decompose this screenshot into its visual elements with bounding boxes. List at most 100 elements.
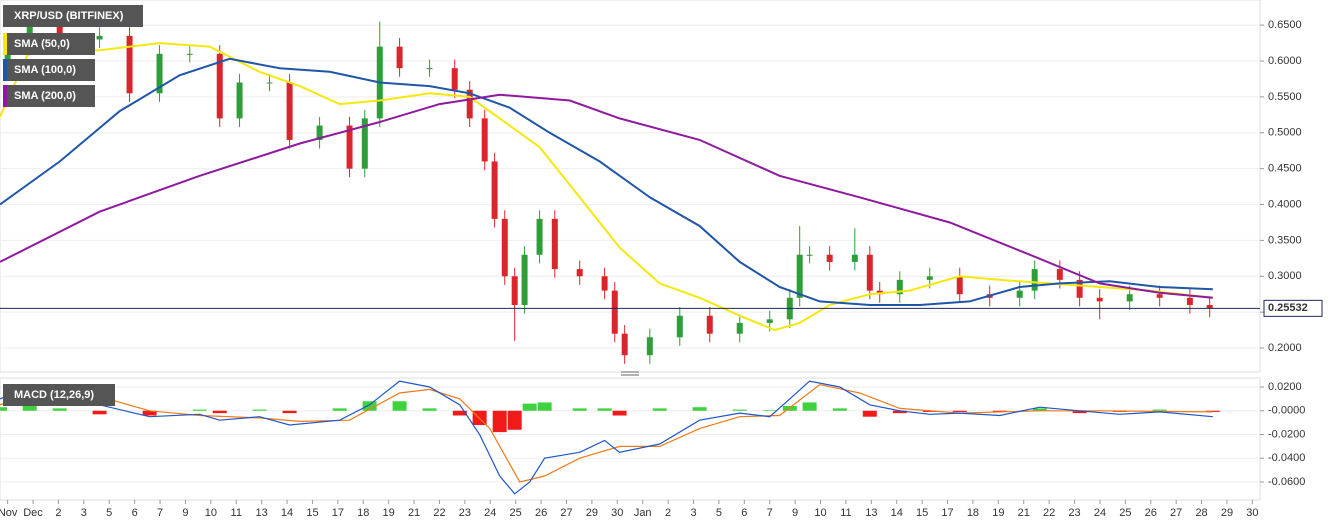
legend-box (3, 59, 95, 81)
y-tick-label: 0.5000 (1268, 127, 1302, 139)
candle-body (646, 337, 653, 356)
x-tick-label: Dec (23, 507, 43, 519)
resize-handle[interactable] (621, 371, 639, 376)
candle-body (126, 35, 133, 94)
x-tick-label: 23 (1068, 507, 1080, 519)
candle-body (186, 53, 193, 55)
candle-body (1156, 294, 1163, 298)
y-tick-label: -0.0400 (1268, 452, 1305, 464)
legend-swatch (3, 59, 7, 81)
candle-body (346, 125, 353, 169)
histogram-bar (692, 407, 707, 411)
x-tick-label: 17 (332, 507, 344, 519)
candle-body (266, 82, 273, 84)
y-tick-label: -0.0000 (1268, 405, 1305, 417)
candle-body (806, 254, 813, 256)
x-tick-label: 10 (814, 507, 826, 519)
plot-layer: 0.20000.25000.30000.35000.40000.45000.50… (0, 16, 1323, 519)
x-tick-label: 24 (1094, 507, 1106, 519)
x-tick-label: 30 (1246, 507, 1258, 519)
x-tick-label: 6 (741, 507, 747, 519)
candle-body (956, 276, 963, 295)
x-tick-label: 13 (256, 507, 268, 519)
y-tick-label: -0.0200 (1268, 428, 1305, 440)
x-tick-label: 15 (306, 507, 318, 519)
x-tick-label: 21 (408, 507, 420, 519)
x-tick-label: 14 (281, 507, 293, 519)
x-tick-label: Nov (0, 507, 18, 519)
last-price-box (1263, 299, 1323, 317)
candle-body (286, 82, 293, 140)
legend: XRP/USD (BITFINEX) SMA (50,0) SMA (100,0) S… (3, 5, 143, 406)
histogram-bar (802, 402, 817, 411)
legend-label: SMA (50,0) (14, 38, 70, 50)
candle-body (216, 53, 223, 119)
candle-body (601, 276, 608, 291)
last-price-label: 0.25532 (1268, 302, 1308, 314)
candle-body (361, 118, 368, 169)
x-tick-label: 30 (611, 507, 623, 519)
candle-body (766, 319, 773, 323)
x-tick-label: 18 (357, 507, 369, 519)
legend-box (3, 33, 95, 55)
candle-body (536, 218, 543, 255)
sma-line (0, 93, 1213, 299)
candle-body (621, 333, 628, 356)
y-tick-label: 0.0200 (1268, 381, 1302, 393)
x-tick-label: 25 (1119, 507, 1131, 519)
x-tick-label: 28 (1195, 507, 1207, 519)
histogram-bar (362, 401, 377, 411)
x-tick-label: 21 (1018, 507, 1030, 519)
histogram-bar (252, 409, 267, 411)
candle-body (676, 315, 683, 338)
candle-body (736, 322, 743, 334)
candle-body (466, 89, 473, 119)
x-tick-label: 9 (182, 507, 188, 519)
x-tick-label: 19 (383, 507, 395, 519)
x-tick-label: 13 (865, 507, 877, 519)
histogram-bar (142, 410, 157, 416)
signal-line (0, 383, 1213, 483)
macd-panel (0, 377, 1261, 501)
y-tick-label: 0.6500 (1268, 19, 1302, 31)
candle-body (1076, 279, 1083, 298)
x-tick-label: 19 (992, 507, 1004, 519)
y-tick-label: 0.5500 (1268, 91, 1302, 103)
candle-body (511, 276, 518, 305)
x-tick-label: 7 (767, 507, 773, 519)
x-tick-label: 25 (510, 507, 522, 519)
candle-body (611, 290, 618, 334)
histogram-bar (1072, 410, 1087, 414)
histogram-bar (422, 408, 437, 411)
legend-title-box (3, 384, 115, 406)
x-tick-label: 22 (1043, 507, 1055, 519)
histogram-bar (762, 410, 777, 411)
histogram-bar (862, 410, 877, 417)
x-tick-label: 29 (1221, 507, 1233, 519)
y-tick-label: -0.0600 (1268, 476, 1305, 488)
histogram-bar (732, 409, 747, 411)
y-tick-label: 0.3500 (1268, 234, 1302, 246)
x-tick-label: 29 (586, 507, 598, 519)
candle-body (236, 82, 243, 119)
x-tick-label: 24 (484, 507, 496, 519)
candle-body (866, 254, 873, 291)
legend-label: SMA (200,0) (14, 90, 76, 102)
histogram-bar (1032, 408, 1047, 411)
candle-body (1096, 297, 1103, 302)
histogram-bar (22, 406, 37, 411)
legend-label: SMA (100,0) (14, 64, 76, 76)
x-tick-label: 7 (157, 507, 163, 519)
candle-body (56, 25, 63, 40)
candle-body (1126, 294, 1133, 302)
x-tick-label: 5 (106, 507, 112, 519)
x-tick-label: 14 (891, 507, 903, 519)
legend-title: MACD (12,26,9) (14, 389, 94, 401)
histogram-bar (92, 410, 107, 415)
legend-box (3, 85, 95, 107)
y-tick-label: 0.2000 (1268, 342, 1302, 354)
legend-swatch (3, 85, 7, 107)
sma-line (0, 57, 1213, 306)
x-tick-label: 27 (560, 507, 572, 519)
candle-body (1031, 269, 1038, 291)
